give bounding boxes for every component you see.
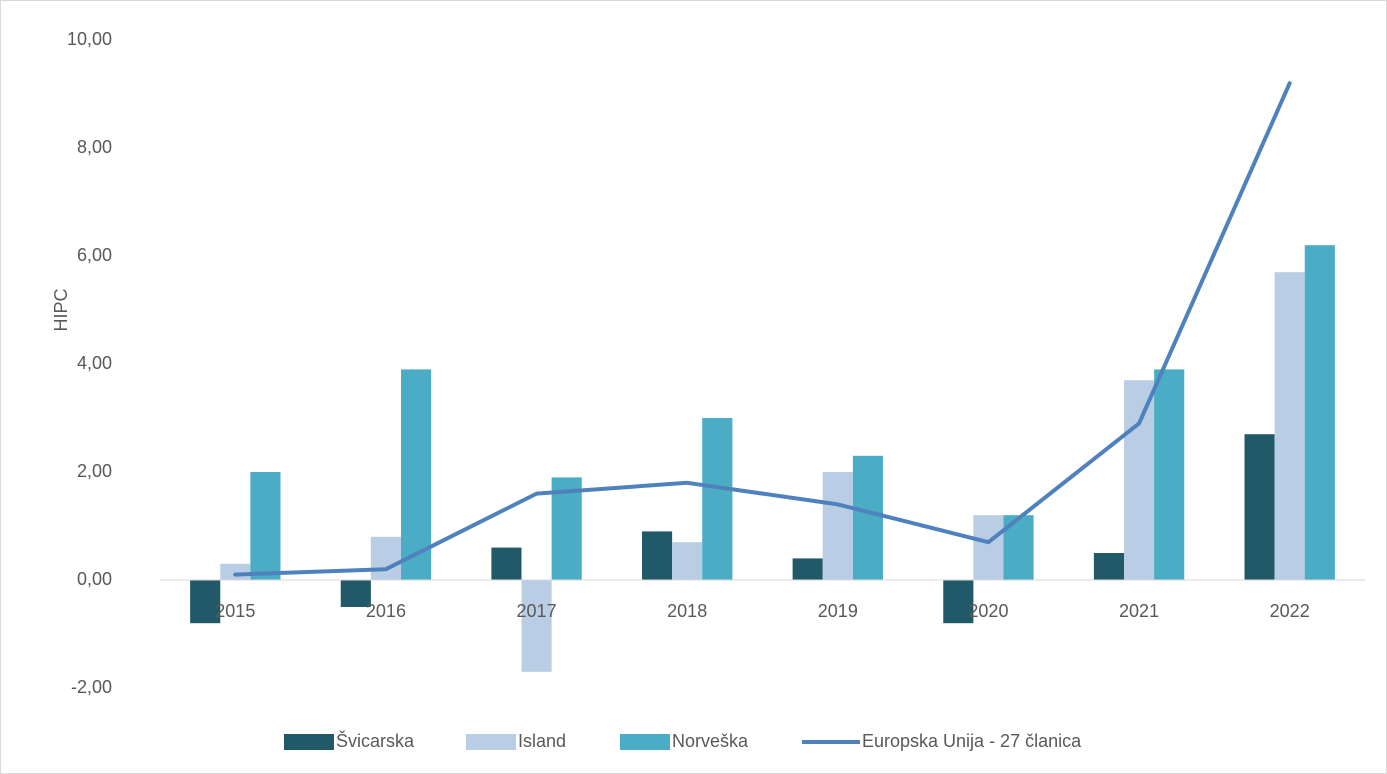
legend-marker xyxy=(466,734,516,750)
bar xyxy=(491,547,522,580)
bar xyxy=(1244,434,1275,580)
bar xyxy=(852,455,883,580)
bar xyxy=(370,536,401,580)
legend-label: Norveška xyxy=(672,731,749,751)
y-tick-label: -2,00 xyxy=(71,677,112,697)
bar xyxy=(1124,380,1155,580)
y-tick-label: 6,00 xyxy=(77,245,112,265)
bar xyxy=(822,472,853,580)
bar xyxy=(792,558,823,580)
bar xyxy=(1154,369,1185,580)
bar xyxy=(551,477,582,580)
bar xyxy=(1274,272,1305,580)
legend-marker xyxy=(284,734,334,750)
bar xyxy=(340,580,371,607)
x-tick-label: 2021 xyxy=(1119,601,1159,621)
line-series xyxy=(233,81,1292,577)
bar xyxy=(973,515,1004,580)
bar xyxy=(220,563,251,580)
y-tick-label: 10,00 xyxy=(67,29,112,49)
bar xyxy=(943,580,974,624)
bar xyxy=(401,369,432,580)
x-tick-label: 2022 xyxy=(1270,601,1310,621)
y-axis-title: HIPC xyxy=(51,288,71,331)
legend-label: Švicarska xyxy=(336,730,415,751)
bar xyxy=(190,580,221,624)
legend-label: Island xyxy=(518,731,566,751)
y-tick-label: 4,00 xyxy=(77,353,112,373)
bar xyxy=(672,542,703,580)
bar xyxy=(1304,245,1335,580)
bar xyxy=(642,531,673,580)
x-tick-label: 2019 xyxy=(818,601,858,621)
x-tick-label: 2017 xyxy=(517,601,557,621)
x-tick-label: 2016 xyxy=(366,601,406,621)
legend-label: Europska Unija - 27 članica xyxy=(862,731,1082,751)
legend-marker xyxy=(620,734,670,750)
bar xyxy=(702,418,733,580)
x-tick-label: 2015 xyxy=(215,601,255,621)
x-tick-label: 2018 xyxy=(667,601,707,621)
y-tick-label: 0,00 xyxy=(77,569,112,589)
y-tick-label: 8,00 xyxy=(77,137,112,157)
bar xyxy=(1093,553,1124,580)
x-tick-label: 2020 xyxy=(968,601,1008,621)
y-tick-label: 2,00 xyxy=(77,461,112,481)
bar xyxy=(521,580,552,672)
bar xyxy=(250,472,281,580)
